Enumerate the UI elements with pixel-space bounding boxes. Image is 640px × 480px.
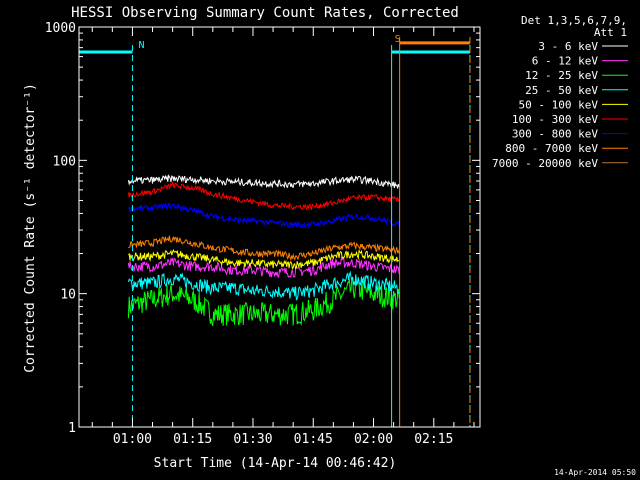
legend-label: 25 - 50 keV bbox=[525, 84, 598, 97]
y-axis-label: Corrected Count Rate (s⁻¹ detector⁻¹) bbox=[23, 83, 38, 373]
series-line bbox=[128, 235, 400, 262]
x-tick-label: 01:00 bbox=[113, 432, 152, 447]
series-line bbox=[127, 202, 400, 229]
series-line bbox=[127, 270, 400, 301]
legend-label: 100 - 300 keV bbox=[512, 113, 598, 126]
y-tick-label: 100 bbox=[53, 154, 76, 169]
annotation-n: N bbox=[138, 40, 144, 51]
x-tick-label: 02:15 bbox=[414, 432, 453, 447]
flag-layer: NS bbox=[78, 34, 471, 427]
y-tick-label: 1000 bbox=[45, 21, 76, 36]
legend-label: 3 - 6 keV bbox=[538, 40, 598, 53]
plot-frame bbox=[78, 26, 481, 428]
y-tick-label: 10 bbox=[60, 288, 76, 303]
series-line bbox=[127, 256, 400, 279]
axis-layer: 1 10 100 1000 01:00 01:15 01:30 01:45 02:00 02:15 bbox=[45, 21, 480, 447]
series-line bbox=[127, 248, 400, 270]
y-tick-label: 1 bbox=[68, 421, 76, 436]
x-tick-label: 01:15 bbox=[173, 432, 212, 447]
chart-title: HESSI Observing Summary Count Rates, Cor… bbox=[71, 5, 459, 21]
legend-label: 800 - 7000 keV bbox=[505, 142, 598, 155]
series-line bbox=[127, 181, 400, 211]
legend-header: Att 1 bbox=[594, 26, 627, 39]
legend-label: 7000 - 20000 keV bbox=[492, 157, 598, 170]
legend: Det 1,3,5,6,7,9,Att 13 - 6 keV 6 - 12 keV… bbox=[492, 14, 628, 170]
data-layer bbox=[127, 173, 400, 327]
series-line bbox=[127, 276, 400, 327]
annotation-s: S bbox=[395, 34, 401, 45]
x-tick-label: 02:00 bbox=[354, 432, 393, 447]
x-tick-label: 01:45 bbox=[294, 432, 333, 447]
timestamp-label: 14-Apr-2014 05:50 bbox=[554, 468, 636, 477]
x-tick-label: 01:30 bbox=[233, 432, 272, 447]
series-line bbox=[127, 173, 400, 189]
legend-label: 6 - 12 keV bbox=[532, 55, 599, 68]
legend-label: 300 - 800 keV bbox=[512, 128, 598, 141]
legend-label: 50 - 100 keV bbox=[519, 98, 599, 111]
legend-header: Det 1,3,5,6,7,9, bbox=[521, 14, 627, 27]
x-axis-label: Start Time (14-Apr-14 00:46:42) bbox=[154, 456, 397, 471]
legend-label: 12 - 25 keV bbox=[525, 69, 598, 82]
